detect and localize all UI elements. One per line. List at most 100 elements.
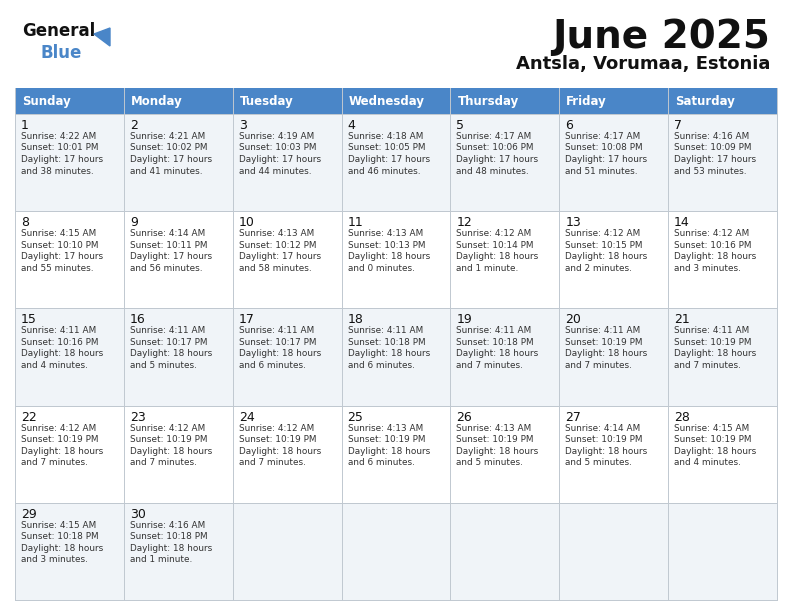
Text: and 53 minutes.: and 53 minutes. xyxy=(674,166,747,176)
Text: Sunrise: 4:21 AM: Sunrise: 4:21 AM xyxy=(130,132,205,141)
Polygon shape xyxy=(94,28,110,46)
Text: Sunrise: 4:13 AM: Sunrise: 4:13 AM xyxy=(348,230,423,238)
Text: Daylight: 18 hours: Daylight: 18 hours xyxy=(130,447,212,455)
Text: and 3 minutes.: and 3 minutes. xyxy=(21,555,88,564)
Text: Sunrise: 4:11 AM: Sunrise: 4:11 AM xyxy=(674,326,749,335)
Text: 30: 30 xyxy=(130,508,146,521)
Text: and 7 minutes.: and 7 minutes. xyxy=(565,361,632,370)
Text: Daylight: 17 hours: Daylight: 17 hours xyxy=(565,155,647,164)
Bar xyxy=(451,211,559,308)
Text: Daylight: 17 hours: Daylight: 17 hours xyxy=(674,155,756,164)
Text: Sunset: 10:19 PM: Sunset: 10:19 PM xyxy=(674,435,752,444)
Text: 14: 14 xyxy=(674,216,690,230)
Text: 16: 16 xyxy=(130,313,146,326)
Text: Sunset: 10:09 PM: Sunset: 10:09 PM xyxy=(674,143,752,152)
Bar xyxy=(341,406,451,503)
Text: Daylight: 18 hours: Daylight: 18 hours xyxy=(674,252,756,261)
Bar xyxy=(668,308,777,406)
Text: Sunrise: 4:14 AM: Sunrise: 4:14 AM xyxy=(130,230,205,238)
Text: 18: 18 xyxy=(348,313,364,326)
Text: Sunrise: 4:19 AM: Sunrise: 4:19 AM xyxy=(238,132,314,141)
Text: Daylight: 17 hours: Daylight: 17 hours xyxy=(21,252,103,261)
Text: and 7 minutes.: and 7 minutes. xyxy=(130,458,196,467)
Text: Sunset: 10:19 PM: Sunset: 10:19 PM xyxy=(238,435,316,444)
Text: Daylight: 18 hours: Daylight: 18 hours xyxy=(21,447,103,455)
Bar xyxy=(451,114,559,211)
Bar xyxy=(559,211,668,308)
Bar xyxy=(15,308,124,406)
Bar xyxy=(668,211,777,308)
Bar xyxy=(15,211,124,308)
Text: Daylight: 17 hours: Daylight: 17 hours xyxy=(348,155,430,164)
Text: Sunset: 10:16 PM: Sunset: 10:16 PM xyxy=(674,241,752,250)
Text: and 48 minutes.: and 48 minutes. xyxy=(456,166,529,176)
Text: Sunrise: 4:15 AM: Sunrise: 4:15 AM xyxy=(674,424,749,433)
Text: Daylight: 18 hours: Daylight: 18 hours xyxy=(130,544,212,553)
Text: 7: 7 xyxy=(674,119,682,132)
Text: Sunrise: 4:13 AM: Sunrise: 4:13 AM xyxy=(348,424,423,433)
Text: 2: 2 xyxy=(130,119,138,132)
Text: Sunrise: 4:11 AM: Sunrise: 4:11 AM xyxy=(456,326,531,335)
Text: Antsla, Vorumaa, Estonia: Antsla, Vorumaa, Estonia xyxy=(516,55,770,73)
Text: 8: 8 xyxy=(21,216,29,230)
Text: Tuesday: Tuesday xyxy=(240,94,294,108)
Text: and 1 minute.: and 1 minute. xyxy=(456,264,519,273)
Bar xyxy=(124,308,233,406)
Text: Daylight: 18 hours: Daylight: 18 hours xyxy=(565,349,648,359)
Text: Daylight: 17 hours: Daylight: 17 hours xyxy=(238,252,321,261)
Text: and 41 minutes.: and 41 minutes. xyxy=(130,166,203,176)
Text: Daylight: 18 hours: Daylight: 18 hours xyxy=(348,447,430,455)
Bar xyxy=(15,88,124,114)
Text: and 7 minutes.: and 7 minutes. xyxy=(21,458,88,467)
Text: and 6 minutes.: and 6 minutes. xyxy=(348,458,414,467)
Text: 1: 1 xyxy=(21,119,29,132)
Text: Sunrise: 4:17 AM: Sunrise: 4:17 AM xyxy=(456,132,531,141)
Text: Daylight: 18 hours: Daylight: 18 hours xyxy=(348,252,430,261)
Text: Sunrise: 4:11 AM: Sunrise: 4:11 AM xyxy=(130,326,205,335)
Text: Sunset: 10:19 PM: Sunset: 10:19 PM xyxy=(21,435,98,444)
Text: 27: 27 xyxy=(565,411,581,424)
Text: and 56 minutes.: and 56 minutes. xyxy=(130,264,203,273)
Text: Sunset: 10:19 PM: Sunset: 10:19 PM xyxy=(565,338,643,347)
Text: and 1 minute.: and 1 minute. xyxy=(130,555,192,564)
Bar xyxy=(233,503,341,600)
Text: 19: 19 xyxy=(456,313,472,326)
Text: Daylight: 17 hours: Daylight: 17 hours xyxy=(21,155,103,164)
Text: Thursday: Thursday xyxy=(458,94,519,108)
Text: Daylight: 17 hours: Daylight: 17 hours xyxy=(238,155,321,164)
Text: Sunset: 10:12 PM: Sunset: 10:12 PM xyxy=(238,241,316,250)
Text: Sunset: 10:08 PM: Sunset: 10:08 PM xyxy=(565,143,643,152)
Text: Sunset: 10:18 PM: Sunset: 10:18 PM xyxy=(130,532,208,541)
Text: Sunset: 10:19 PM: Sunset: 10:19 PM xyxy=(348,435,425,444)
Text: Daylight: 17 hours: Daylight: 17 hours xyxy=(130,252,212,261)
Text: Sunrise: 4:12 AM: Sunrise: 4:12 AM xyxy=(130,424,205,433)
Text: Blue: Blue xyxy=(40,44,82,62)
Text: Sunrise: 4:17 AM: Sunrise: 4:17 AM xyxy=(565,132,641,141)
Text: and 44 minutes.: and 44 minutes. xyxy=(238,166,311,176)
Text: Sunrise: 4:11 AM: Sunrise: 4:11 AM xyxy=(238,326,314,335)
Bar xyxy=(124,503,233,600)
Text: Sunrise: 4:13 AM: Sunrise: 4:13 AM xyxy=(238,230,314,238)
Text: Sunset: 10:10 PM: Sunset: 10:10 PM xyxy=(21,241,98,250)
Text: 21: 21 xyxy=(674,313,690,326)
Text: Monday: Monday xyxy=(131,94,183,108)
Bar xyxy=(233,88,341,114)
Bar xyxy=(15,406,124,503)
Text: Daylight: 18 hours: Daylight: 18 hours xyxy=(456,252,539,261)
Bar xyxy=(341,88,451,114)
Bar xyxy=(233,406,341,503)
Text: and 2 minutes.: and 2 minutes. xyxy=(565,264,632,273)
Text: Daylight: 18 hours: Daylight: 18 hours xyxy=(21,544,103,553)
Text: Sunset: 10:15 PM: Sunset: 10:15 PM xyxy=(565,241,643,250)
Text: 4: 4 xyxy=(348,119,356,132)
Bar xyxy=(341,308,451,406)
Bar xyxy=(451,503,559,600)
Text: 25: 25 xyxy=(348,411,364,424)
Text: 12: 12 xyxy=(456,216,472,230)
Text: Sunrise: 4:12 AM: Sunrise: 4:12 AM xyxy=(565,230,641,238)
Text: 24: 24 xyxy=(238,411,254,424)
Text: Sunrise: 4:16 AM: Sunrise: 4:16 AM xyxy=(674,132,749,141)
Text: Daylight: 18 hours: Daylight: 18 hours xyxy=(238,447,321,455)
Bar xyxy=(124,114,233,211)
Text: 20: 20 xyxy=(565,313,581,326)
